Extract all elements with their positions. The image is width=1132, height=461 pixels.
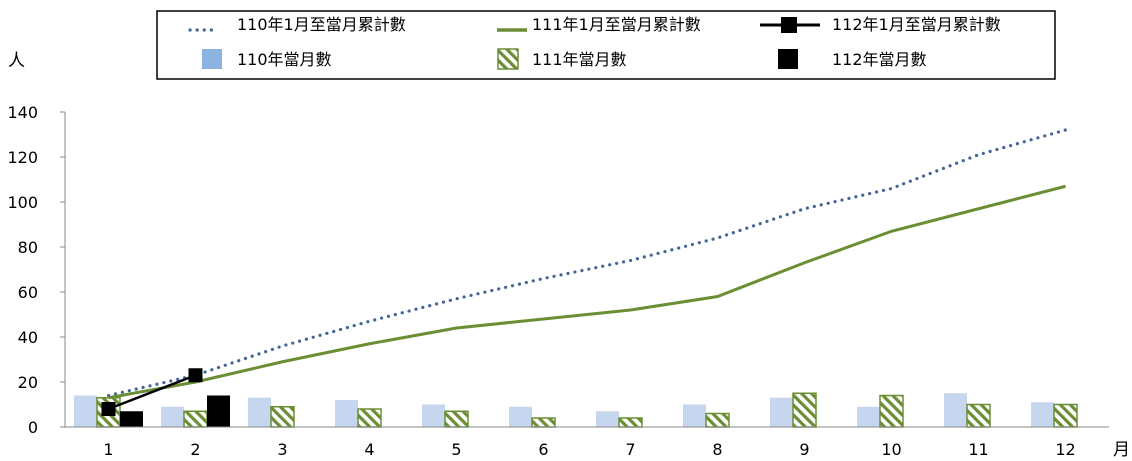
legend-label: 111年1月至當月累計數: [532, 15, 701, 34]
x-unit-label: 月: [1113, 440, 1130, 460]
bar: [422, 404, 445, 427]
x-tick-label: 6: [538, 440, 548, 459]
bar: [161, 406, 184, 427]
x-tick-label: 12: [1055, 440, 1075, 459]
line-series: [108, 184, 1066, 400]
x-tick-label: 11: [968, 440, 988, 459]
x-tick-label: 4: [364, 440, 374, 459]
line-series: [108, 374, 196, 411]
bar: [596, 411, 619, 427]
x-tick-label: 5: [451, 440, 461, 459]
bar: [770, 397, 793, 427]
bar: [618, 417, 643, 428]
y-axis: 0 20 40 60 80 100 120 140: [7, 103, 66, 437]
y-unit-label: 人: [8, 51, 25, 71]
y-tick-label: 80: [18, 238, 38, 257]
legend-item: 112年1月至當月累計數: [760, 15, 1001, 34]
legend-item: 111年當月數: [497, 48, 627, 70]
y-tick-label: 100: [7, 193, 38, 212]
bar: [1053, 403, 1078, 428]
bar: [792, 392, 817, 428]
bar: [444, 410, 469, 428]
bar-series: [74, 393, 1054, 427]
legend: 110年1月至當月累計數 111年1月至當月累計數 112年1月至當月累計數 110年…: [156, 10, 1056, 80]
legend-swatch: [202, 49, 222, 69]
bar: [857, 406, 880, 427]
bar: [966, 403, 991, 428]
line-marker: [188, 368, 203, 383]
y-tick-label: 0: [28, 418, 38, 437]
legend-label: 111年當月數: [532, 50, 627, 69]
bar-series: [96, 392, 1078, 428]
y-tick-label: 60: [18, 283, 38, 302]
lines: [101, 128, 1068, 416]
bar: [683, 404, 706, 427]
y-tick-label: 120: [7, 148, 38, 167]
bar: [879, 394, 904, 428]
bar: [74, 395, 97, 427]
x-tick-label: 8: [712, 440, 722, 459]
legend-item: 110年當月數: [202, 49, 332, 69]
legend-frame: [156, 10, 1056, 80]
legend-label: 110年1月至當月累計數: [237, 15, 406, 34]
bars: [74, 392, 1078, 428]
legend-item: 112年當月數: [778, 49, 927, 69]
x-tick-label: 1: [103, 440, 113, 459]
bar: [207, 395, 230, 427]
line-series: [106, 128, 1068, 398]
bar: [509, 406, 532, 427]
legend-swatch: [497, 48, 519, 70]
bar: [531, 417, 556, 428]
bar-series: [120, 395, 230, 427]
line-marker: [101, 402, 116, 416]
x-tick-label: 9: [799, 440, 809, 459]
legend-swatch: [778, 49, 798, 69]
bar: [248, 397, 271, 427]
x-axis: 1 2 3 4 5 6 7 8 9 10 11 12: [65, 426, 1109, 459]
bar: [335, 400, 358, 427]
bar: [357, 408, 382, 428]
legend-label: 112年1月至當月累計數: [832, 15, 1001, 34]
legend-item: 111年1月至當月累計數: [497, 15, 701, 34]
legend-label: 110年當月數: [237, 50, 332, 69]
y-tick-label: 20: [18, 373, 38, 392]
legend-item: 110年1月至當月累計數: [188, 15, 406, 34]
x-tick-label: 2: [190, 440, 200, 459]
x-tick-label: 3: [277, 440, 287, 459]
x-tick-label: 10: [881, 440, 901, 459]
bar: [944, 393, 967, 427]
bar: [120, 411, 143, 427]
bar: [183, 410, 208, 428]
bar: [705, 412, 730, 428]
x-tick-label: 7: [625, 440, 635, 459]
legend-marker: [781, 17, 797, 33]
y-tick-label: 140: [7, 103, 38, 122]
bar: [1031, 402, 1054, 427]
bar: [270, 406, 295, 428]
legend-label: 112年當月數: [832, 50, 927, 69]
y-tick-label: 40: [18, 328, 38, 347]
